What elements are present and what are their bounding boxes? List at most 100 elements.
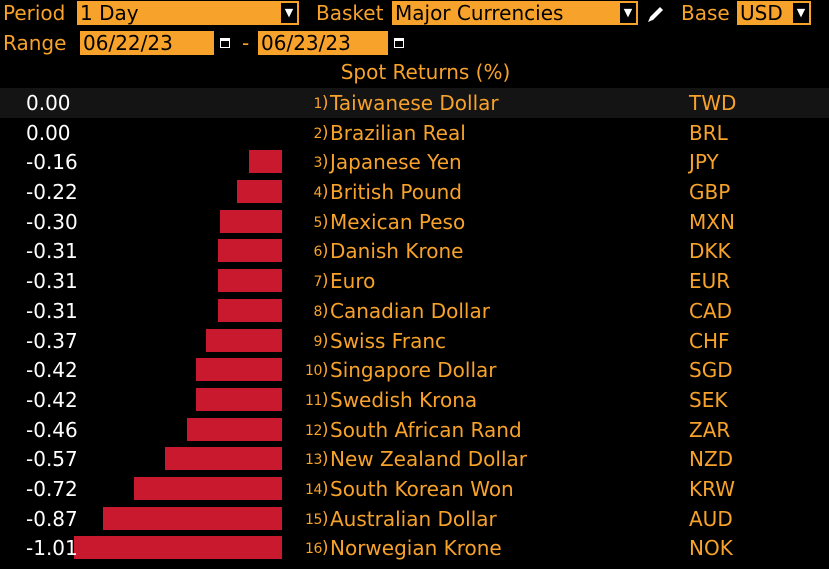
basket-label: Basket: [316, 1, 384, 25]
currency-code: TWD: [689, 91, 737, 115]
table-row[interactable]: -0.16 3Japanese Yen JPY: [0, 147, 829, 177]
pencil-icon[interactable]: [645, 3, 667, 25]
rank-number: 14: [300, 476, 328, 503]
currency-name[interactable]: Swedish Krona: [330, 387, 478, 412]
rank-number: 2: [300, 120, 328, 147]
calendar-icon[interactable]: [388, 31, 408, 55]
return-value: -0.31: [26, 239, 78, 264]
return-value: -0.57: [26, 447, 78, 472]
currency-name[interactable]: South Korean Won: [330, 476, 514, 501]
base-select[interactable]: USD ▼: [737, 1, 811, 25]
return-bar: [187, 417, 282, 441]
calendar-icon[interactable]: [214, 31, 234, 55]
rank-number: 8: [300, 298, 328, 325]
rank-number: 13: [300, 446, 328, 473]
currency-code: NZD: [689, 447, 734, 472]
table-row[interactable]: -0.42 10Singapore Dollar SGD: [0, 355, 829, 385]
basket-value: Major Currencies: [395, 1, 564, 25]
currency-name[interactable]: South African Rand: [330, 417, 522, 442]
period-select[interactable]: 1 Day ▼: [77, 1, 299, 25]
table-row[interactable]: -0.30 5Mexican Peso MXN: [0, 207, 829, 237]
rank-number: 10: [300, 357, 328, 384]
end-date-field[interactable]: 06/23/23: [258, 31, 408, 55]
table-row[interactable]: 0.00 2Brazilian Real BRL: [0, 118, 829, 148]
return-value: -0.30: [26, 209, 78, 234]
start-date-field[interactable]: 06/22/23: [80, 31, 234, 55]
currency-name[interactable]: Euro: [330, 269, 376, 294]
currency-name[interactable]: Taiwanese Dollar: [330, 91, 499, 115]
table-row[interactable]: -0.46 12South African Rand ZAR: [0, 415, 829, 445]
return-bar: [220, 209, 282, 233]
currency-code: BRL: [689, 120, 728, 145]
rank-number: 5: [300, 209, 328, 236]
table-row[interactable]: -0.72 14South Korean Won KRW: [0, 474, 829, 504]
return-bar: [195, 358, 282, 382]
chevron-down-icon[interactable]: ▼: [620, 3, 636, 23]
currency-name[interactable]: Mexican Peso: [330, 209, 466, 234]
table-row[interactable]: -0.31 6Danish Krone DKK: [0, 236, 829, 266]
rank-number: 7: [300, 268, 328, 295]
rank-number: 16: [300, 535, 328, 562]
return-bar: [249, 150, 282, 174]
table-row[interactable]: -0.42 11Swedish Krona SEK: [0, 385, 829, 415]
base-value: USD: [740, 1, 783, 25]
rank-number: 3: [300, 149, 328, 176]
return-value: -0.72: [26, 476, 78, 501]
range-label: Range: [3, 31, 67, 55]
base-label: Base: [681, 1, 730, 25]
return-value: -0.42: [26, 387, 78, 412]
return-bar: [218, 239, 282, 263]
currency-name[interactable]: Singapore Dollar: [330, 358, 497, 383]
currency-code: SEK: [689, 387, 728, 412]
return-value: -0.31: [26, 298, 78, 323]
currency-code: CAD: [689, 298, 733, 323]
table-row[interactable]: -0.57 13New Zealand Dollar NZD: [0, 444, 829, 474]
return-value: 0.00: [26, 91, 71, 115]
currency-name[interactable]: Swiss Franc: [330, 328, 447, 353]
rank-number: 15: [300, 506, 328, 533]
currency-code: CHF: [689, 328, 730, 353]
currency-code: AUD: [689, 506, 733, 531]
table-row[interactable]: -0.31 7Euro EUR: [0, 266, 829, 296]
rank-number: 6: [300, 238, 328, 265]
currency-name[interactable]: Australian Dollar: [330, 506, 497, 531]
currency-code: SGD: [689, 358, 733, 383]
table-row[interactable]: 0.00 1Taiwanese Dollar TWD: [0, 88, 829, 118]
start-date-value: 06/22/23: [83, 31, 173, 55]
end-date-value: 06/23/23: [261, 31, 351, 55]
chevron-down-icon[interactable]: ▼: [281, 3, 297, 23]
return-bar: [102, 506, 282, 530]
return-bar: [133, 476, 282, 500]
table-row[interactable]: -0.37 9Swiss Franc CHF: [0, 326, 829, 356]
currency-name[interactable]: Canadian Dollar: [330, 298, 490, 323]
return-value: -0.31: [26, 269, 78, 294]
basket-select[interactable]: Major Currencies ▼: [392, 1, 638, 25]
currency-name[interactable]: Norwegian Krone: [330, 536, 502, 561]
period-label: Period: [3, 1, 66, 25]
currency-name[interactable]: New Zealand Dollar: [330, 447, 528, 472]
currency-name[interactable]: Japanese Yen: [330, 150, 462, 175]
rank-number: 4: [300, 179, 328, 206]
currency-table: 0.00 1Taiwanese Dollar TWD 0.00 2Brazilian R…: [0, 88, 829, 563]
rank-number: 12: [300, 417, 328, 444]
table-row[interactable]: -1.01 16Norwegian Krone NOK: [0, 533, 829, 563]
return-value: -0.46: [26, 417, 78, 442]
table-row[interactable]: -0.87 15Australian Dollar AUD: [0, 504, 829, 534]
date-separator: -: [242, 31, 250, 55]
currency-name[interactable]: British Pound: [330, 180, 462, 205]
table-row[interactable]: -0.31 8Canadian Dollar CAD: [0, 296, 829, 326]
currency-name[interactable]: Danish Krone: [330, 239, 464, 264]
currency-code: MXN: [689, 209, 735, 234]
currency-code: GBP: [689, 180, 731, 205]
return-value: -0.37: [26, 328, 78, 353]
return-value: -0.22: [26, 180, 78, 205]
currency-code: EUR: [689, 269, 731, 294]
currency-name[interactable]: Brazilian Real: [330, 120, 466, 145]
table-title: Spot Returns (%): [340, 60, 511, 84]
return-bar: [205, 328, 282, 352]
chevron-down-icon[interactable]: ▼: [793, 3, 809, 23]
return-bar: [218, 269, 282, 293]
table-row[interactable]: -0.22 4British Pound GBP: [0, 177, 829, 207]
currency-code: KRW: [689, 476, 735, 501]
return-bar: [236, 180, 282, 204]
